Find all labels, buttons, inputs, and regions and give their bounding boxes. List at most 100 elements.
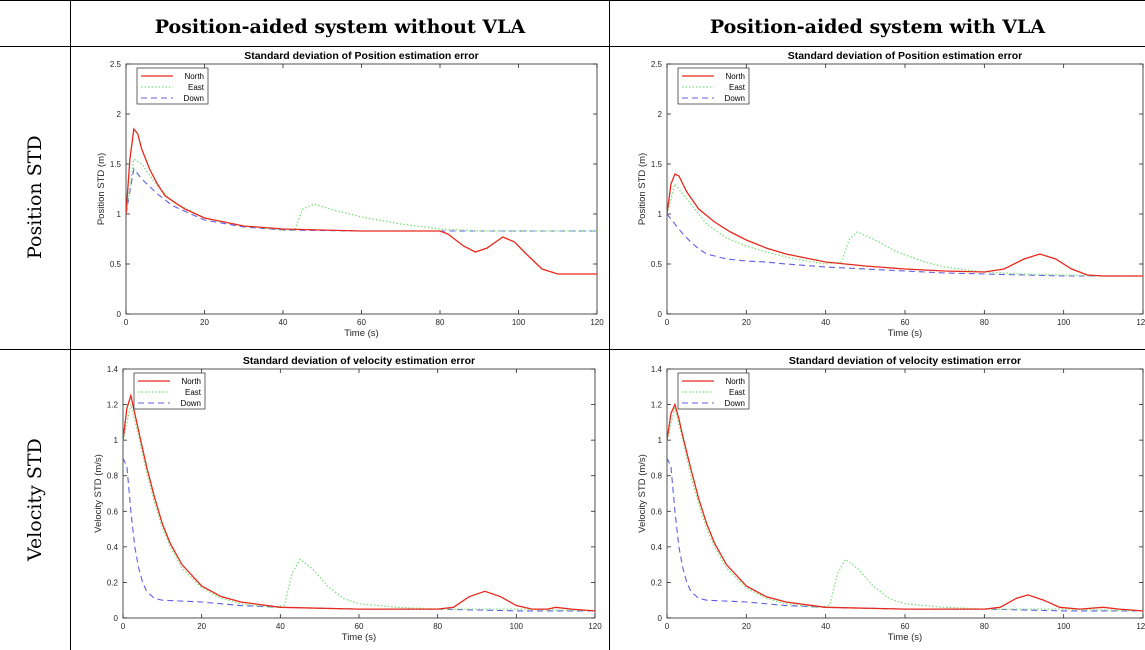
legend-label-east: East	[185, 388, 202, 397]
plot-area	[666, 63, 1144, 315]
legend-label-east: East	[729, 388, 746, 397]
plot-area	[666, 368, 1144, 619]
x-tick-label: 120	[588, 622, 602, 631]
series-line-north	[126, 127, 597, 275]
y-tick-label: 1.5	[110, 160, 122, 169]
x-tick-label: 0	[665, 622, 670, 631]
legend-label-down: Down	[725, 399, 745, 408]
y-tick-label: 0.2	[651, 578, 663, 587]
legend-label-down: Down	[181, 399, 201, 408]
y-tick-label: 0.4	[651, 543, 663, 552]
series-line-east	[667, 407, 1143, 612]
series-line-down	[126, 167, 597, 232]
y-axis-label: Position STD (m)	[637, 153, 648, 225]
y-tick-label: 1.4	[107, 365, 119, 374]
x-tick-label: 100	[1057, 622, 1071, 631]
legend-label-north: North	[181, 377, 201, 386]
legend-label-north: North	[725, 377, 745, 386]
x-tick-label: 80	[433, 622, 442, 631]
chart-velocity-std-with-vla: Standard deviation of velocity estimatio…	[637, 355, 1145, 643]
x-axis-label: Time (s)	[888, 328, 922, 339]
series-line-north	[123, 393, 595, 612]
row-header-position-std: Position STD	[24, 135, 46, 259]
y-tick-label: 1.4	[651, 365, 663, 374]
y-tick-label: 0.5	[110, 260, 122, 269]
y-tick-label: 1	[658, 436, 663, 445]
y-axis-label: Position STD (m)	[96, 153, 107, 225]
series-line-down	[667, 213, 1143, 277]
plot-area	[122, 368, 596, 619]
y-tick-label: 2	[658, 110, 663, 119]
series-line-east	[667, 182, 1143, 277]
x-tick-label: 40	[279, 318, 288, 327]
y-tick-label: 0	[114, 614, 119, 623]
x-tick-label: 60	[355, 622, 364, 631]
x-axis-label: Time (s)	[888, 632, 922, 643]
x-tick-label: 80	[436, 318, 445, 327]
y-tick-label: 0	[658, 614, 663, 623]
table-rule-middle	[0, 349, 1145, 350]
legend-label-down: Down	[184, 94, 204, 103]
column-header-with-vla: Position-aided system with VLA	[709, 16, 1046, 38]
x-tick-label: 80	[980, 622, 989, 631]
series-line-north	[667, 173, 1143, 277]
x-tick-label: 60	[901, 318, 910, 327]
column-header-without-vla: Position-aided system without VLA	[154, 16, 526, 38]
x-tick-label: 100	[510, 622, 524, 631]
y-tick-label: 1	[658, 210, 663, 219]
y-tick-label: 1.2	[107, 401, 119, 410]
x-tick-label: 20	[197, 622, 206, 631]
row-header-velocity-std: Velocity STD	[24, 438, 46, 561]
table-rule-center	[609, 0, 610, 650]
chart-title: Standard deviation of velocity estimatio…	[243, 355, 475, 367]
table-rule-left	[70, 0, 71, 650]
chart-title: Standard deviation of Position estimatio…	[788, 50, 1023, 62]
y-tick-label: 0.2	[107, 578, 119, 587]
legend-label-east: East	[729, 83, 746, 92]
y-tick-label: 0.8	[107, 472, 119, 481]
x-tick-label: 20	[742, 622, 751, 631]
x-tick-label: 120	[1136, 622, 1145, 631]
chart-velocity-std-without-vla: Standard deviation of velocity estimatio…	[93, 355, 602, 643]
y-tick-label: 0.8	[651, 472, 663, 481]
x-tick-label: 20	[200, 318, 209, 327]
x-tick-label: 20	[742, 318, 751, 327]
x-axis-label: Time (s)	[344, 328, 378, 339]
chart-title: Standard deviation of velocity estimatio…	[789, 355, 1021, 367]
legend-label-north: North	[725, 72, 745, 81]
x-tick-label: 0	[121, 622, 126, 631]
x-tick-label: 100	[512, 318, 526, 327]
x-tick-label: 0	[124, 318, 129, 327]
y-tick-label: 0.6	[107, 507, 119, 516]
series-line-east	[123, 404, 595, 612]
x-tick-label: 60	[357, 318, 366, 327]
y-tick-label: 1.5	[651, 160, 663, 169]
y-tick-label: 0.5	[651, 260, 663, 269]
table-border-top	[0, 0, 1145, 1]
y-tick-label: 0.6	[651, 507, 663, 516]
x-tick-label: 0	[665, 318, 670, 327]
x-tick-label: 120	[1136, 318, 1145, 327]
chart-position-std-without-vla: Standard deviation of Position estimatio…	[96, 50, 604, 339]
y-tick-label: 1.2	[651, 401, 663, 410]
table-rule-header	[0, 46, 1145, 47]
legend-label-north: North	[184, 72, 204, 81]
x-tick-label: 80	[980, 318, 989, 327]
legend-label-down: Down	[725, 94, 745, 103]
x-axis-label: Time (s)	[342, 632, 376, 643]
y-tick-label: 0.4	[107, 543, 119, 552]
y-tick-label: 0	[117, 310, 122, 319]
x-tick-label: 40	[821, 622, 830, 631]
x-tick-label: 40	[821, 318, 830, 327]
chart-position-std-with-vla: Standard deviation of Position estimatio…	[637, 50, 1145, 339]
y-axis-label: Velocity STD (m/s)	[93, 454, 104, 533]
series-line-north	[667, 402, 1143, 612]
y-tick-label: 1	[117, 210, 122, 219]
y-tick-label: 2.5	[651, 60, 663, 69]
y-tick-label: 2.5	[110, 60, 122, 69]
x-tick-label: 120	[590, 318, 604, 327]
y-tick-label: 1	[114, 436, 119, 445]
y-tick-label: 2	[117, 110, 122, 119]
x-tick-label: 60	[901, 622, 910, 631]
